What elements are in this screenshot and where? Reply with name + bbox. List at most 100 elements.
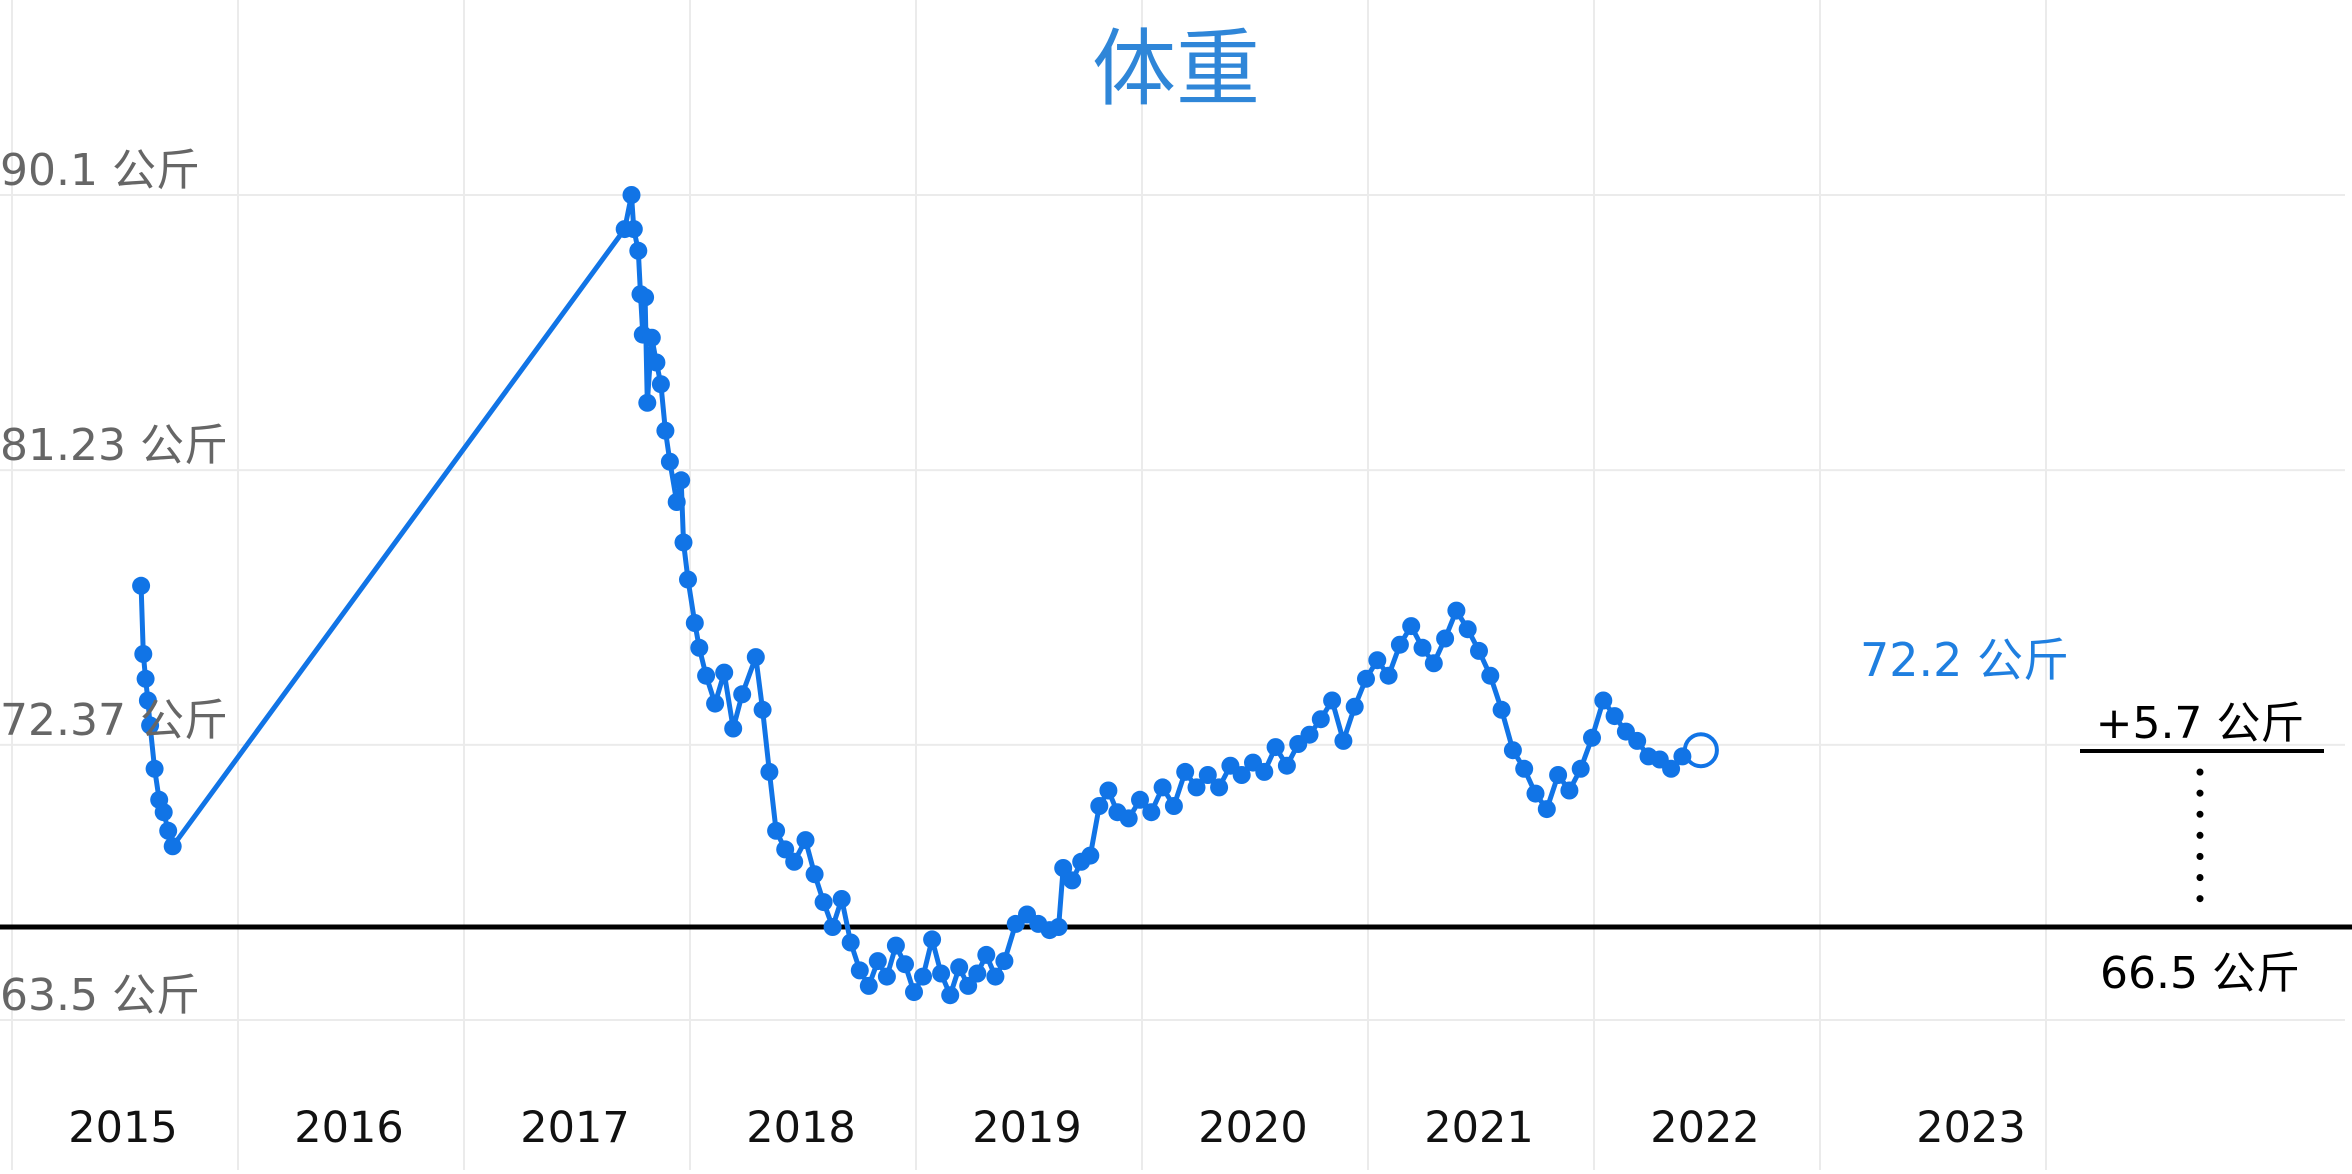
data-point [1390,635,1409,654]
data-point [154,803,173,822]
data-point [841,933,860,952]
data-point [941,986,960,1005]
data-point [134,645,153,663]
data-point [1187,778,1206,797]
data-point [690,638,709,657]
data-point [923,930,942,949]
data-point [685,614,704,632]
x-tick-label: 2016 [294,1103,403,1153]
x-tick-label: 2021 [1424,1103,1533,1153]
data-point [1266,738,1285,757]
data-point [859,976,878,995]
y-tick-label: 63.5 公斤 [0,970,200,1021]
label-layer: 体重 72.2 公斤 +5.7 公斤 66.5 公斤 [1092,20,2324,999]
x-tick-label: 2023 [1916,1103,2025,1153]
points-layer [132,186,1719,1005]
data-point [1255,762,1274,781]
data-point [1413,638,1432,657]
data-point [1099,781,1118,800]
data-point [1323,691,1342,710]
data-point [679,570,697,589]
data-point [932,964,951,983]
data-point [1300,725,1319,744]
data-point [1345,697,1364,716]
data-point [1198,766,1217,784]
x-tick-label: 2019 [972,1103,1081,1153]
latest-value-label: 72.2 公斤 [1860,633,2069,687]
goal-value-label: 66.5 公斤 [2100,948,2300,999]
data-point [1402,617,1421,636]
data-point [733,685,752,704]
data-point [1458,620,1477,639]
y-axis-ticks: 90.1 公斤 81.23 公斤 72.37 公斤 63.5 公斤 [0,145,228,1021]
data-point [1368,651,1387,670]
data-point [1560,781,1579,800]
data-point [697,666,716,685]
series-line [138,192,1689,998]
data-point [805,865,824,884]
data-point [674,533,693,552]
x-tick-label: 2020 [1198,1103,1307,1153]
y-tick-label: 81.23 公斤 [0,420,228,471]
data-point [1436,629,1455,648]
data-point [1049,918,1068,936]
data-point [905,983,923,1002]
data-point [163,837,182,856]
latest-point-marker [1682,732,1719,769]
data-point [1153,778,1172,797]
data-point [141,716,160,735]
delta-label: +5.7 公斤 [2096,698,2305,749]
data-point [1447,601,1466,620]
data-point [1311,710,1330,729]
data-point [814,893,833,912]
data-point [1481,666,1500,685]
data-point [850,961,869,980]
data-point [667,493,686,511]
data-point [1424,654,1443,673]
data-point [1334,731,1353,750]
data-point [1628,731,1647,750]
chart-title: 体重 [1092,20,1260,118]
data-point [986,967,1005,986]
series-layer [138,192,1689,998]
data-point [868,952,887,971]
data-point [1164,797,1183,815]
data-point [647,353,666,372]
data-point [1090,797,1109,815]
data-point [636,288,655,307]
x-tick-label: 2022 [1650,1103,1759,1153]
data-point [977,945,996,964]
data-point [959,976,978,995]
data-point [1503,741,1522,760]
data-point [159,821,178,840]
data-point [1470,641,1488,660]
data-point [622,186,641,204]
data-point [1515,759,1534,778]
y-tick-label: 72.37 公斤 [0,695,228,746]
data-point [767,821,786,840]
data-point [1549,766,1568,784]
data-point [760,762,779,781]
data-point [995,952,1014,971]
x-tick-label: 2015 [68,1103,177,1153]
data-point [642,328,661,347]
data-point [785,852,804,871]
data-point [1131,790,1149,809]
data-point [1357,669,1375,688]
data-point [753,700,772,719]
data-point [706,694,725,713]
data-point [746,648,765,667]
data-point [672,471,691,490]
data-point [136,669,155,688]
data-point [132,576,151,595]
data-point [145,759,164,778]
x-axis-ticks: 2015 2016 2017 2018 2019 2020 2021 2022 2023 [68,1103,2025,1153]
data-point [832,890,851,908]
data-point [1526,784,1545,803]
data-point [1537,800,1556,819]
data-point [886,936,905,955]
x-tick-label: 2018 [746,1103,855,1153]
